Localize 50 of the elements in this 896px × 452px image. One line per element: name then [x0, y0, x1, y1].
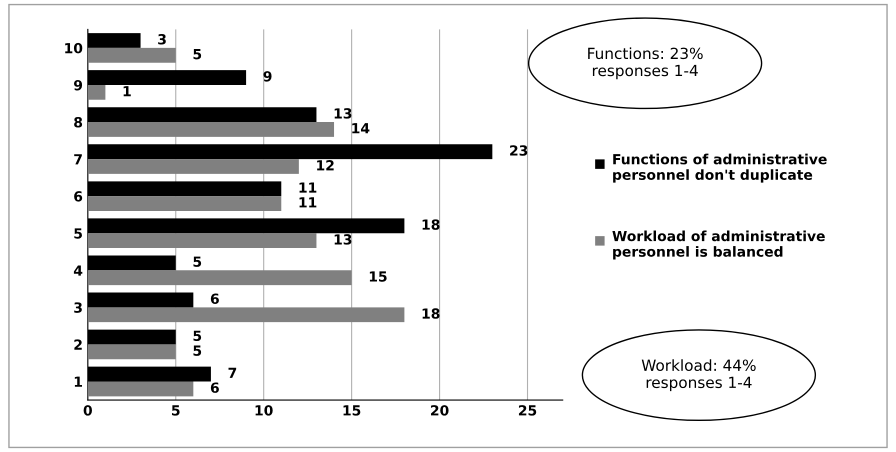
y-tick-label: 1 [74, 376, 82, 387]
data-label: 3 [158, 34, 166, 45]
text: Workload: 44% responses 1-4 [642, 359, 756, 392]
bar [88, 270, 352, 286]
bar [88, 233, 316, 248]
data-label: 6 [210, 293, 219, 304]
y-tick-label: 8 [74, 117, 82, 128]
x-tick-label: 15 [344, 405, 360, 416]
data-label: 5 [193, 330, 202, 342]
legend-label: Functions of administrative personnel don't duplicate [613, 154, 827, 183]
data-label: 15 [370, 271, 387, 282]
data-label: 18 [422, 308, 440, 319]
data-label: 1 [124, 86, 131, 96]
data-label: 5 [193, 49, 202, 60]
data-label: 7 [228, 368, 236, 378]
data-label: 12 [317, 160, 334, 170]
y-tick-label: 7 [74, 154, 82, 164]
y-tick-label: 10 [65, 42, 82, 54]
y-tick-label: 9 [74, 80, 82, 90]
bar [88, 381, 194, 396]
data-label: 9 [263, 71, 272, 82]
bar [88, 84, 106, 100]
text: Functions: 23% responses 1-4 [588, 47, 703, 80]
data-label: 11 [300, 182, 316, 193]
data-label: 18 [422, 219, 440, 230]
bar [88, 48, 176, 63]
data-label: 13 [334, 108, 352, 119]
bar [88, 344, 176, 360]
y-tick-label: 6 [74, 191, 82, 202]
legend-label: Workload of administrative personnel is balanced [612, 230, 825, 260]
y-tick-label: 2 [74, 339, 82, 350]
data-label: 13 [334, 234, 352, 245]
y-tick-label: 4 [74, 265, 82, 276]
y-tick-label: 3 [74, 302, 82, 313]
x-tick-label: 0 [84, 405, 92, 416]
data-label: 5 [193, 256, 202, 267]
data-label: 23 [510, 145, 528, 156]
x-tick-label: 25 [518, 405, 536, 416]
x-tick-label: 10 [256, 405, 273, 416]
data-label: 14 [352, 123, 370, 134]
bar [88, 196, 282, 211]
bar [88, 159, 299, 174]
y-tick-label: 5 [74, 228, 82, 239]
bar [88, 307, 404, 322]
bar [88, 122, 334, 137]
data-label: 6 [210, 382, 219, 393]
data-label: 11 [300, 197, 316, 208]
x-tick-label: 5 [172, 405, 180, 416]
x-tick-label: 20 [431, 405, 449, 416]
data-label: 5 [193, 346, 202, 356]
